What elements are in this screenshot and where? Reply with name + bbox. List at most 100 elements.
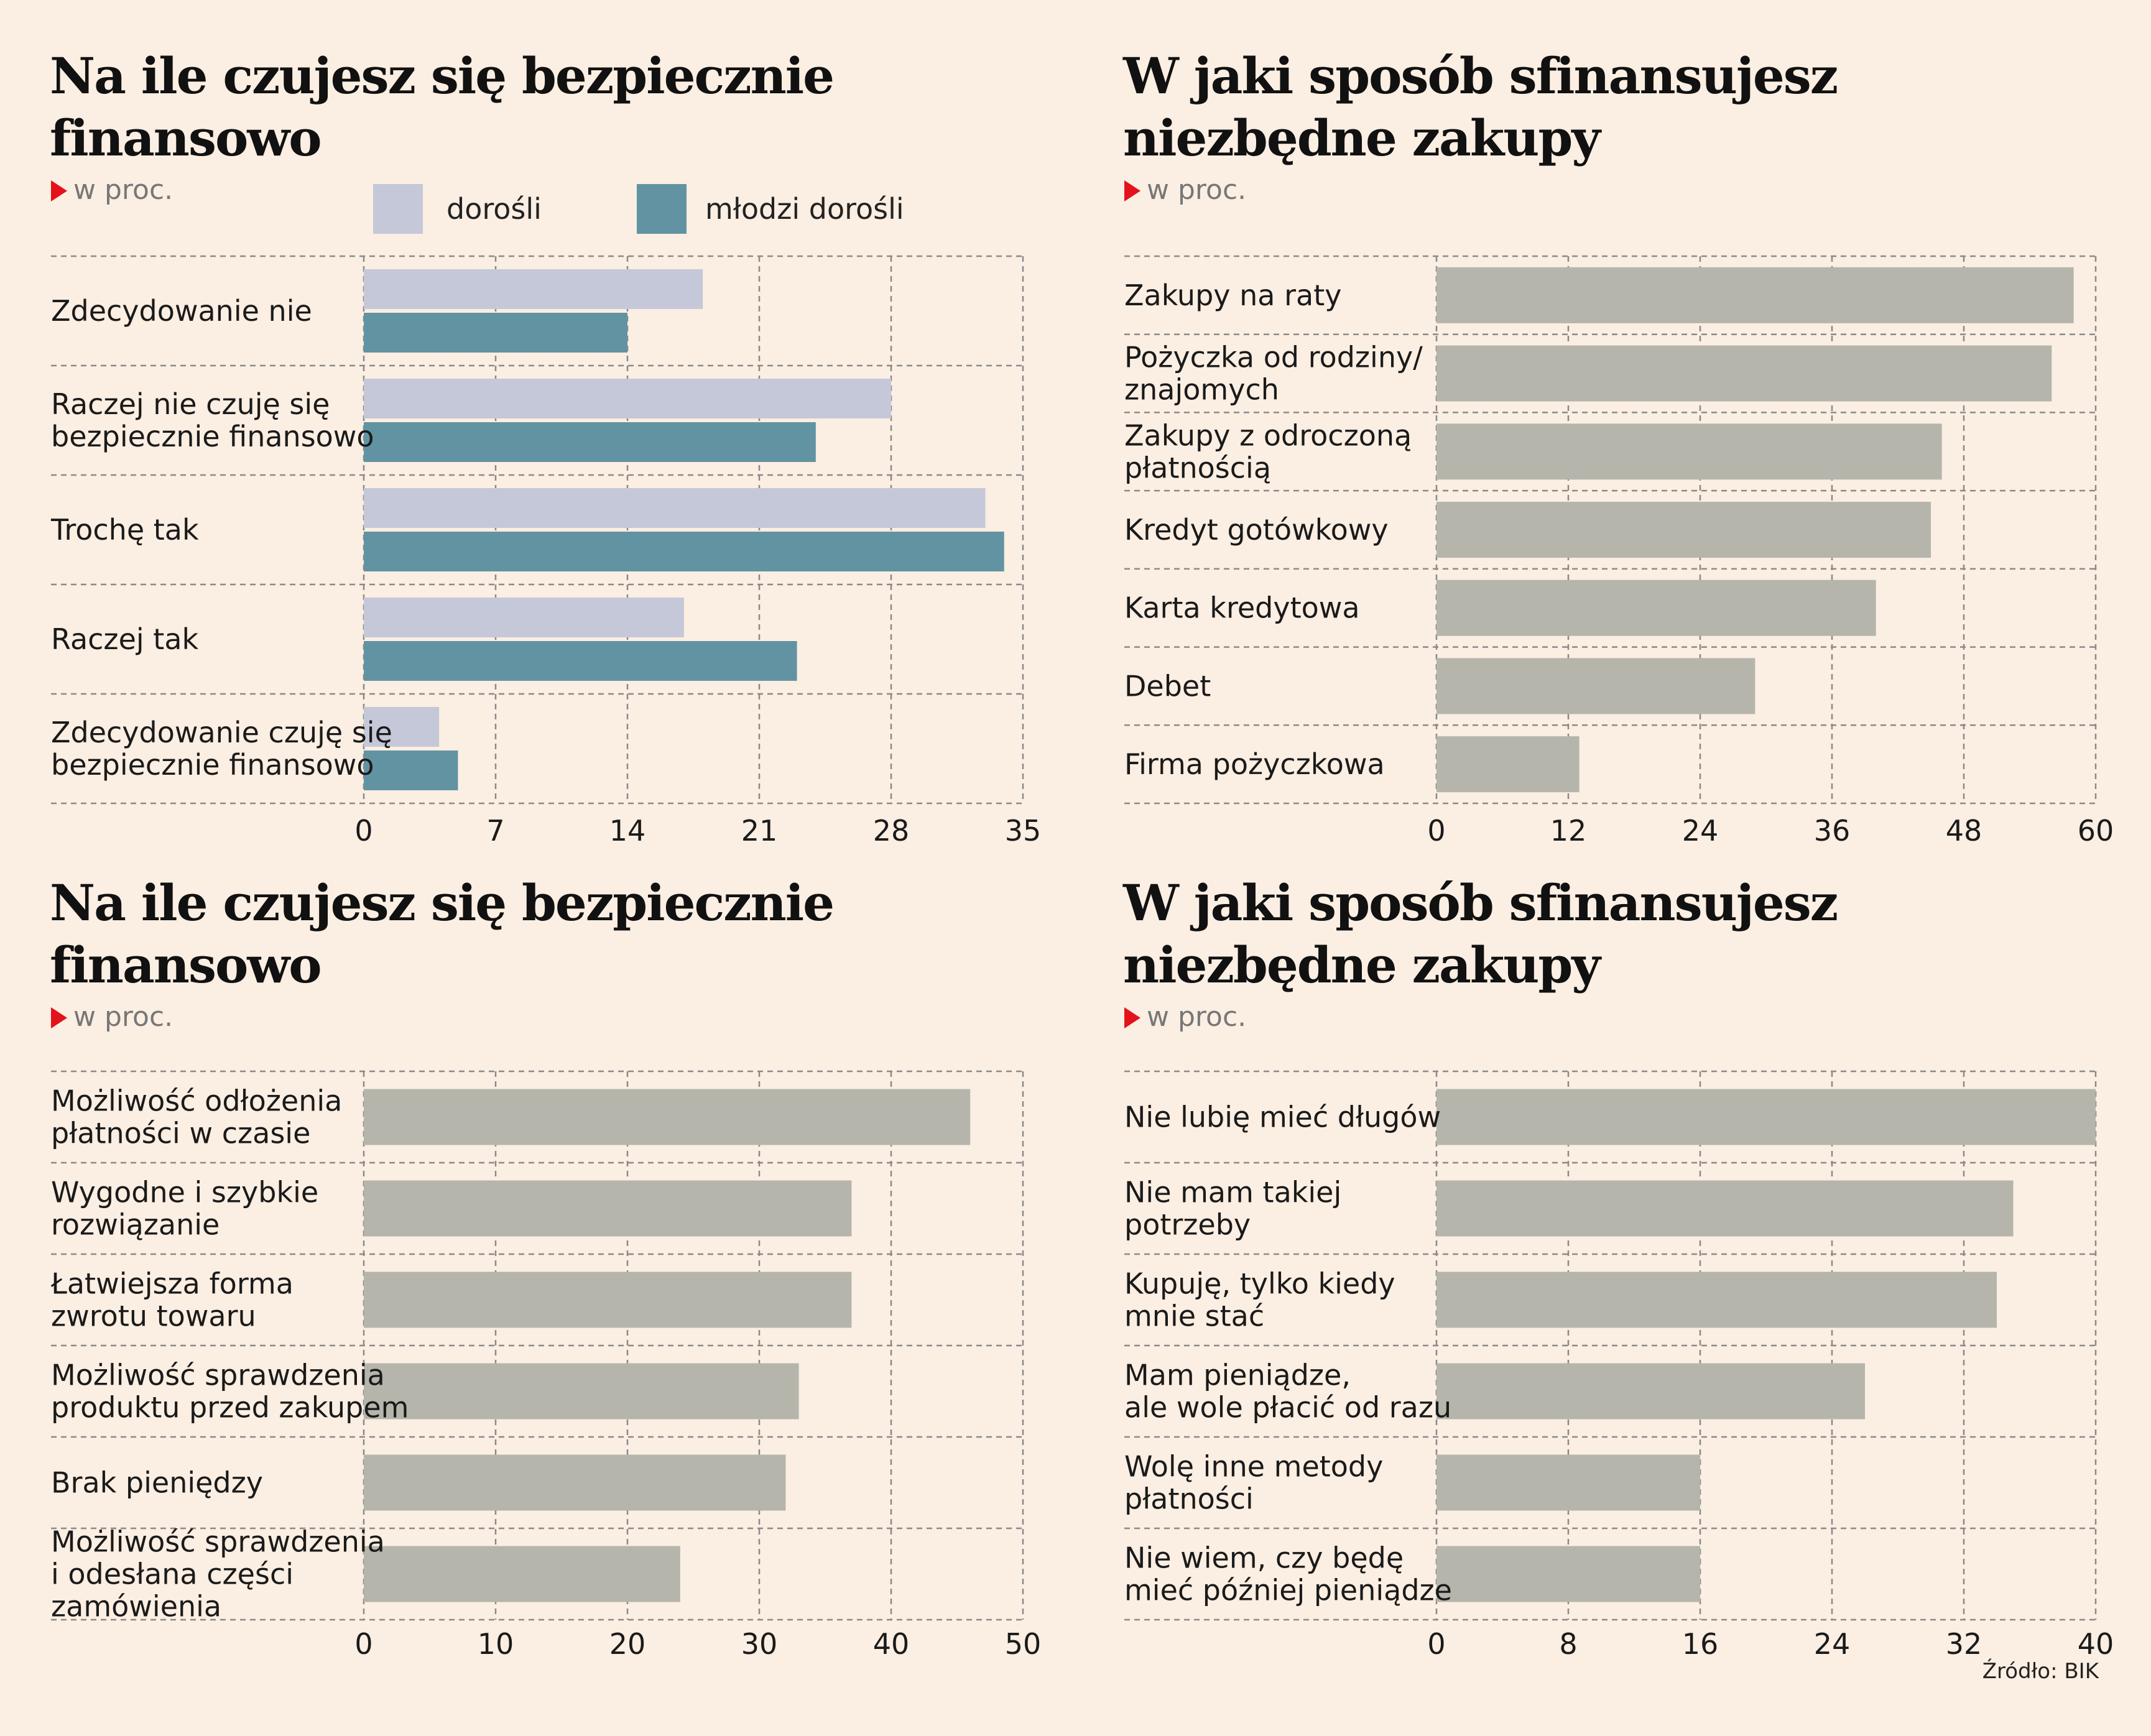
chart-1-bar-young-adults [364, 641, 797, 681]
chart-3-category-label-line: rozwiązanie [51, 1208, 220, 1242]
chart-4-bar [1436, 1363, 1865, 1420]
chart-1-category-label-line: Zdecydowanie czuję się [51, 716, 392, 749]
chart-3-tick-label: 0 [354, 1627, 372, 1661]
chart-3-category-label-line: płatności w czasie [51, 1117, 310, 1150]
chart-2-category-label: Zakupy z odroczoną płatnością [1124, 418, 1412, 484]
chart-2-bar [1436, 267, 2074, 323]
chart-2-category-label: Zakupy na raty [1124, 279, 1341, 312]
chart-1-bar-young-adults [364, 750, 458, 790]
chart-1-category-label-line: Trochę tak [50, 513, 199, 547]
chart-1-tick-label: 7 [486, 814, 504, 847]
legend-label-adults: dorośli [446, 192, 542, 226]
chart-2-category-label-line: Firma pożyczkowa [1124, 747, 1385, 781]
chart-1-bar-adults [364, 598, 684, 637]
chart-3-tick-label: 30 [741, 1627, 778, 1661]
chart-1-tick-label: 35 [1005, 814, 1042, 847]
chart-3-unit: w proc. [51, 1000, 173, 1035]
chart-3-category-label-line: Brak pieniędzy [51, 1466, 263, 1500]
chart-1-bar-young-adults [364, 313, 627, 353]
chart-4-category-label: Kupuję, tylko kiedy mnie stać [1124, 1267, 1395, 1333]
red-arrow-icon [51, 1007, 67, 1028]
chart-1-unit: w proc. [51, 173, 173, 208]
legend-swatch-adults [373, 184, 423, 234]
chart-3-category-label: Możliwość sprawdzenia produktu przed zaku… [51, 1359, 409, 1424]
chart-2-tick-label: 24 [1682, 814, 1719, 847]
chart-3-category-label: Łatwiejsza forma zwrotu towaru [50, 1267, 294, 1333]
chart-3-tick-label: 20 [609, 1627, 646, 1661]
chart-4-unit-text: w proc. [1147, 1001, 1247, 1033]
chart-4-tick-label: 24 [1814, 1627, 1851, 1661]
chart-2-category-label-line: Debet [1124, 669, 1211, 703]
chart-4-category-label: Mam pieniądze, ale wole płacić od razu [1124, 1359, 1451, 1424]
chart-3-category-label: Możliwość sprawdzenia i odesłana części za… [51, 1525, 385, 1623]
chart-4-category-label-line: Nie lubię mieć długów [1124, 1101, 1441, 1134]
chart-4-category-label-line: Wolę inne metody [1124, 1450, 1383, 1484]
chart-2-category-label-line: Pożyczka od rodziny/ [1124, 341, 1423, 374]
chart-4-bar [1436, 1454, 1700, 1511]
chart-2-category-label: Firma pożyczkowa [1124, 747, 1385, 781]
chart-4-title: W jaki sposób sfinansujesz niezbędne zak… [1123, 872, 1838, 996]
chart-1-bar-young-adults [364, 422, 816, 462]
chart-2-unit: w proc. [1124, 173, 1246, 208]
chart-2-tick-label: 48 [1946, 814, 1982, 847]
chart-3-category-label-line: i odesłana części [51, 1558, 294, 1591]
chart-3-category-label: Brak pieniędzy [51, 1466, 263, 1500]
chart-4-category-label-line: mnie stać [1124, 1300, 1264, 1333]
chart-1-tick-label: 28 [873, 814, 910, 847]
red-arrow-icon [1124, 180, 1140, 201]
chart-1-bar-adults [364, 379, 891, 418]
chart-3-category-label-line: Wygodne i szybkie [51, 1176, 318, 1209]
chart-1-bar-adults [364, 488, 986, 528]
source-note: Źródło: BIK [1982, 1659, 2099, 1684]
chart-2-bar [1436, 423, 1942, 480]
chart-1-bar-young-adults [364, 532, 1004, 571]
chart-3-category-label-line: Możliwość sprawdzenia [51, 1525, 385, 1559]
chart-2-title: W jaki sposób sfinansujesz niezbędne zak… [1123, 45, 1838, 169]
chart-3-title-line-1: Na ile czujesz się bezpiecznie [50, 874, 835, 932]
chart-4-category-label: Wolę inne metody płatności [1124, 1450, 1383, 1516]
chart-4-tick-label: 16 [1682, 1627, 1719, 1661]
chart-2-bar [1436, 736, 1580, 793]
chart-3-category-label-line: Możliwość odłożenia [51, 1084, 342, 1118]
chart-2-category-label: Kredyt gotówkowy [1124, 513, 1389, 547]
chart-2-category-label-line: Karta kredytowa [1124, 591, 1360, 625]
chart-4-category-label-line: Nie wiem, czy będę [1124, 1541, 1404, 1575]
chart-1-category-label-line: Raczej tak [51, 622, 199, 656]
chart-2-category-label-line: Kredyt gotówkowy [1124, 513, 1389, 547]
chart-2-bar [1436, 502, 1931, 558]
chart-1-title-line-1: Na ile czujesz się bezpiecznie [50, 47, 835, 105]
chart-1-category-label-line: bezpiecznie finansowo [51, 748, 374, 782]
chart-4-title-line-1: W jaki sposób sfinansujesz [1123, 874, 1838, 932]
chart-1-tick-label: 0 [354, 814, 372, 847]
chart-1-category-label: Raczej tak [51, 622, 199, 656]
chart-2-tick-label: 36 [1814, 814, 1851, 847]
chart-1-bar-adults [364, 707, 440, 747]
chart-3-tick-label: 10 [478, 1627, 514, 1661]
chart-4-bar [1436, 1089, 2096, 1145]
chart-4-tick-label: 0 [1427, 1627, 1445, 1661]
chart-2-tick-label: 12 [1550, 814, 1587, 847]
chart-4-category-label-line: mieć później pieniądze [1124, 1574, 1452, 1607]
chart-2-unit-text: w proc. [1147, 174, 1247, 206]
chart-4-unit: w proc. [1124, 1000, 1246, 1035]
chart-2-title-line-1: W jaki sposób sfinansujesz [1123, 47, 1838, 105]
chart-3-category-label-line: produktu przed zakupem [51, 1391, 409, 1424]
chart-4-category-label: Nie mam takiej potrzeby [1124, 1176, 1341, 1242]
chart-1-title-line-2: finansowo [50, 109, 322, 167]
chart-4-bar [1436, 1546, 1700, 1602]
chart-4-tick-label: 32 [1946, 1627, 1982, 1661]
chart-4-tick-label: 40 [2078, 1627, 2114, 1661]
red-arrow-icon [1124, 1007, 1140, 1028]
chart-4-bar [1436, 1180, 2014, 1237]
chart-4-category-label-line: Mam pieniądze, [1124, 1359, 1351, 1392]
chart-2-bar [1436, 345, 2052, 402]
legend-label-young-adults: młodzi dorośli [705, 192, 904, 226]
chart-3-bar [364, 1454, 786, 1511]
chart-1-bar-adults [364, 269, 703, 309]
chart-3-category-label-line: zwrotu towaru [51, 1300, 256, 1333]
chart-4-category-label-line: płatności [1124, 1482, 1254, 1516]
chart-2-category-label-line: Zakupy z odroczoną [1124, 418, 1412, 452]
chart-2-title-line-2: niezbędne zakupy [1123, 109, 1601, 167]
chart-3-bar [364, 1363, 799, 1420]
